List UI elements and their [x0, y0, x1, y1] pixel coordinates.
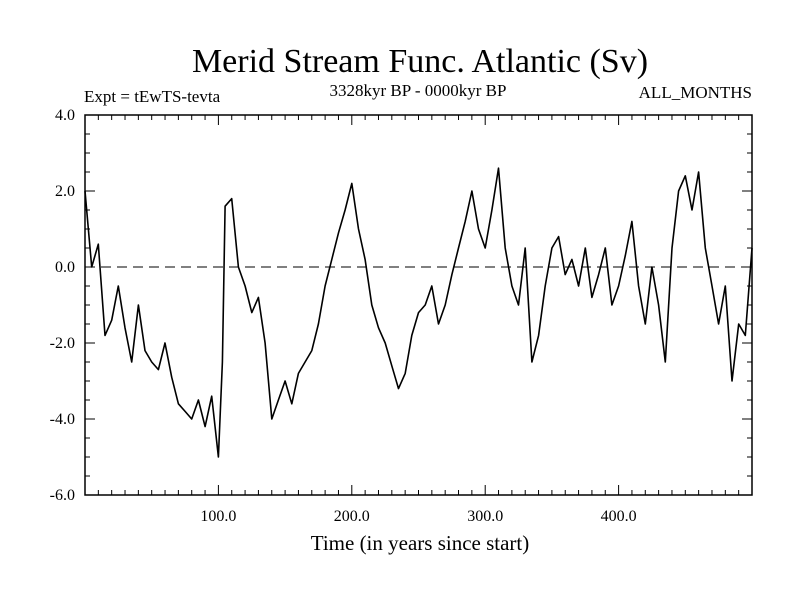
time-range-label: 3328kyr BP - 0000kyr BP: [330, 81, 507, 100]
y-tick-label: 0.0: [55, 259, 75, 276]
chart-title: Merid Stream Func. Atlantic (Sv): [192, 43, 648, 80]
x-tick-label: 300.0: [467, 508, 503, 525]
y-tick-label: -6.0: [50, 487, 75, 504]
series-line: [84, 167, 753, 458]
experiment-label: Expt = tEwTS-tevta: [84, 87, 221, 106]
y-tick-label: 2.0: [55, 183, 75, 200]
x-tick-label: 100.0: [200, 508, 236, 525]
x-axis-label: Time (in years since start): [311, 531, 530, 555]
x-tick-label: 200.0: [334, 508, 370, 525]
y-tick-label: 4.0: [55, 107, 75, 124]
x-tick-label: 400.0: [601, 508, 637, 525]
x-axis: 100.0 200.0 300.0 400.0: [84, 115, 753, 525]
y-tick-label: -2.0: [50, 335, 75, 352]
months-label: ALL_MONTHS: [639, 83, 752, 102]
plot-frame: [84, 114, 753, 496]
y-tick-label: -4.0: [50, 411, 75, 428]
y-axis: 4.0 2.0 0.0 -2.0 -4.0 -6.0: [50, 107, 752, 504]
